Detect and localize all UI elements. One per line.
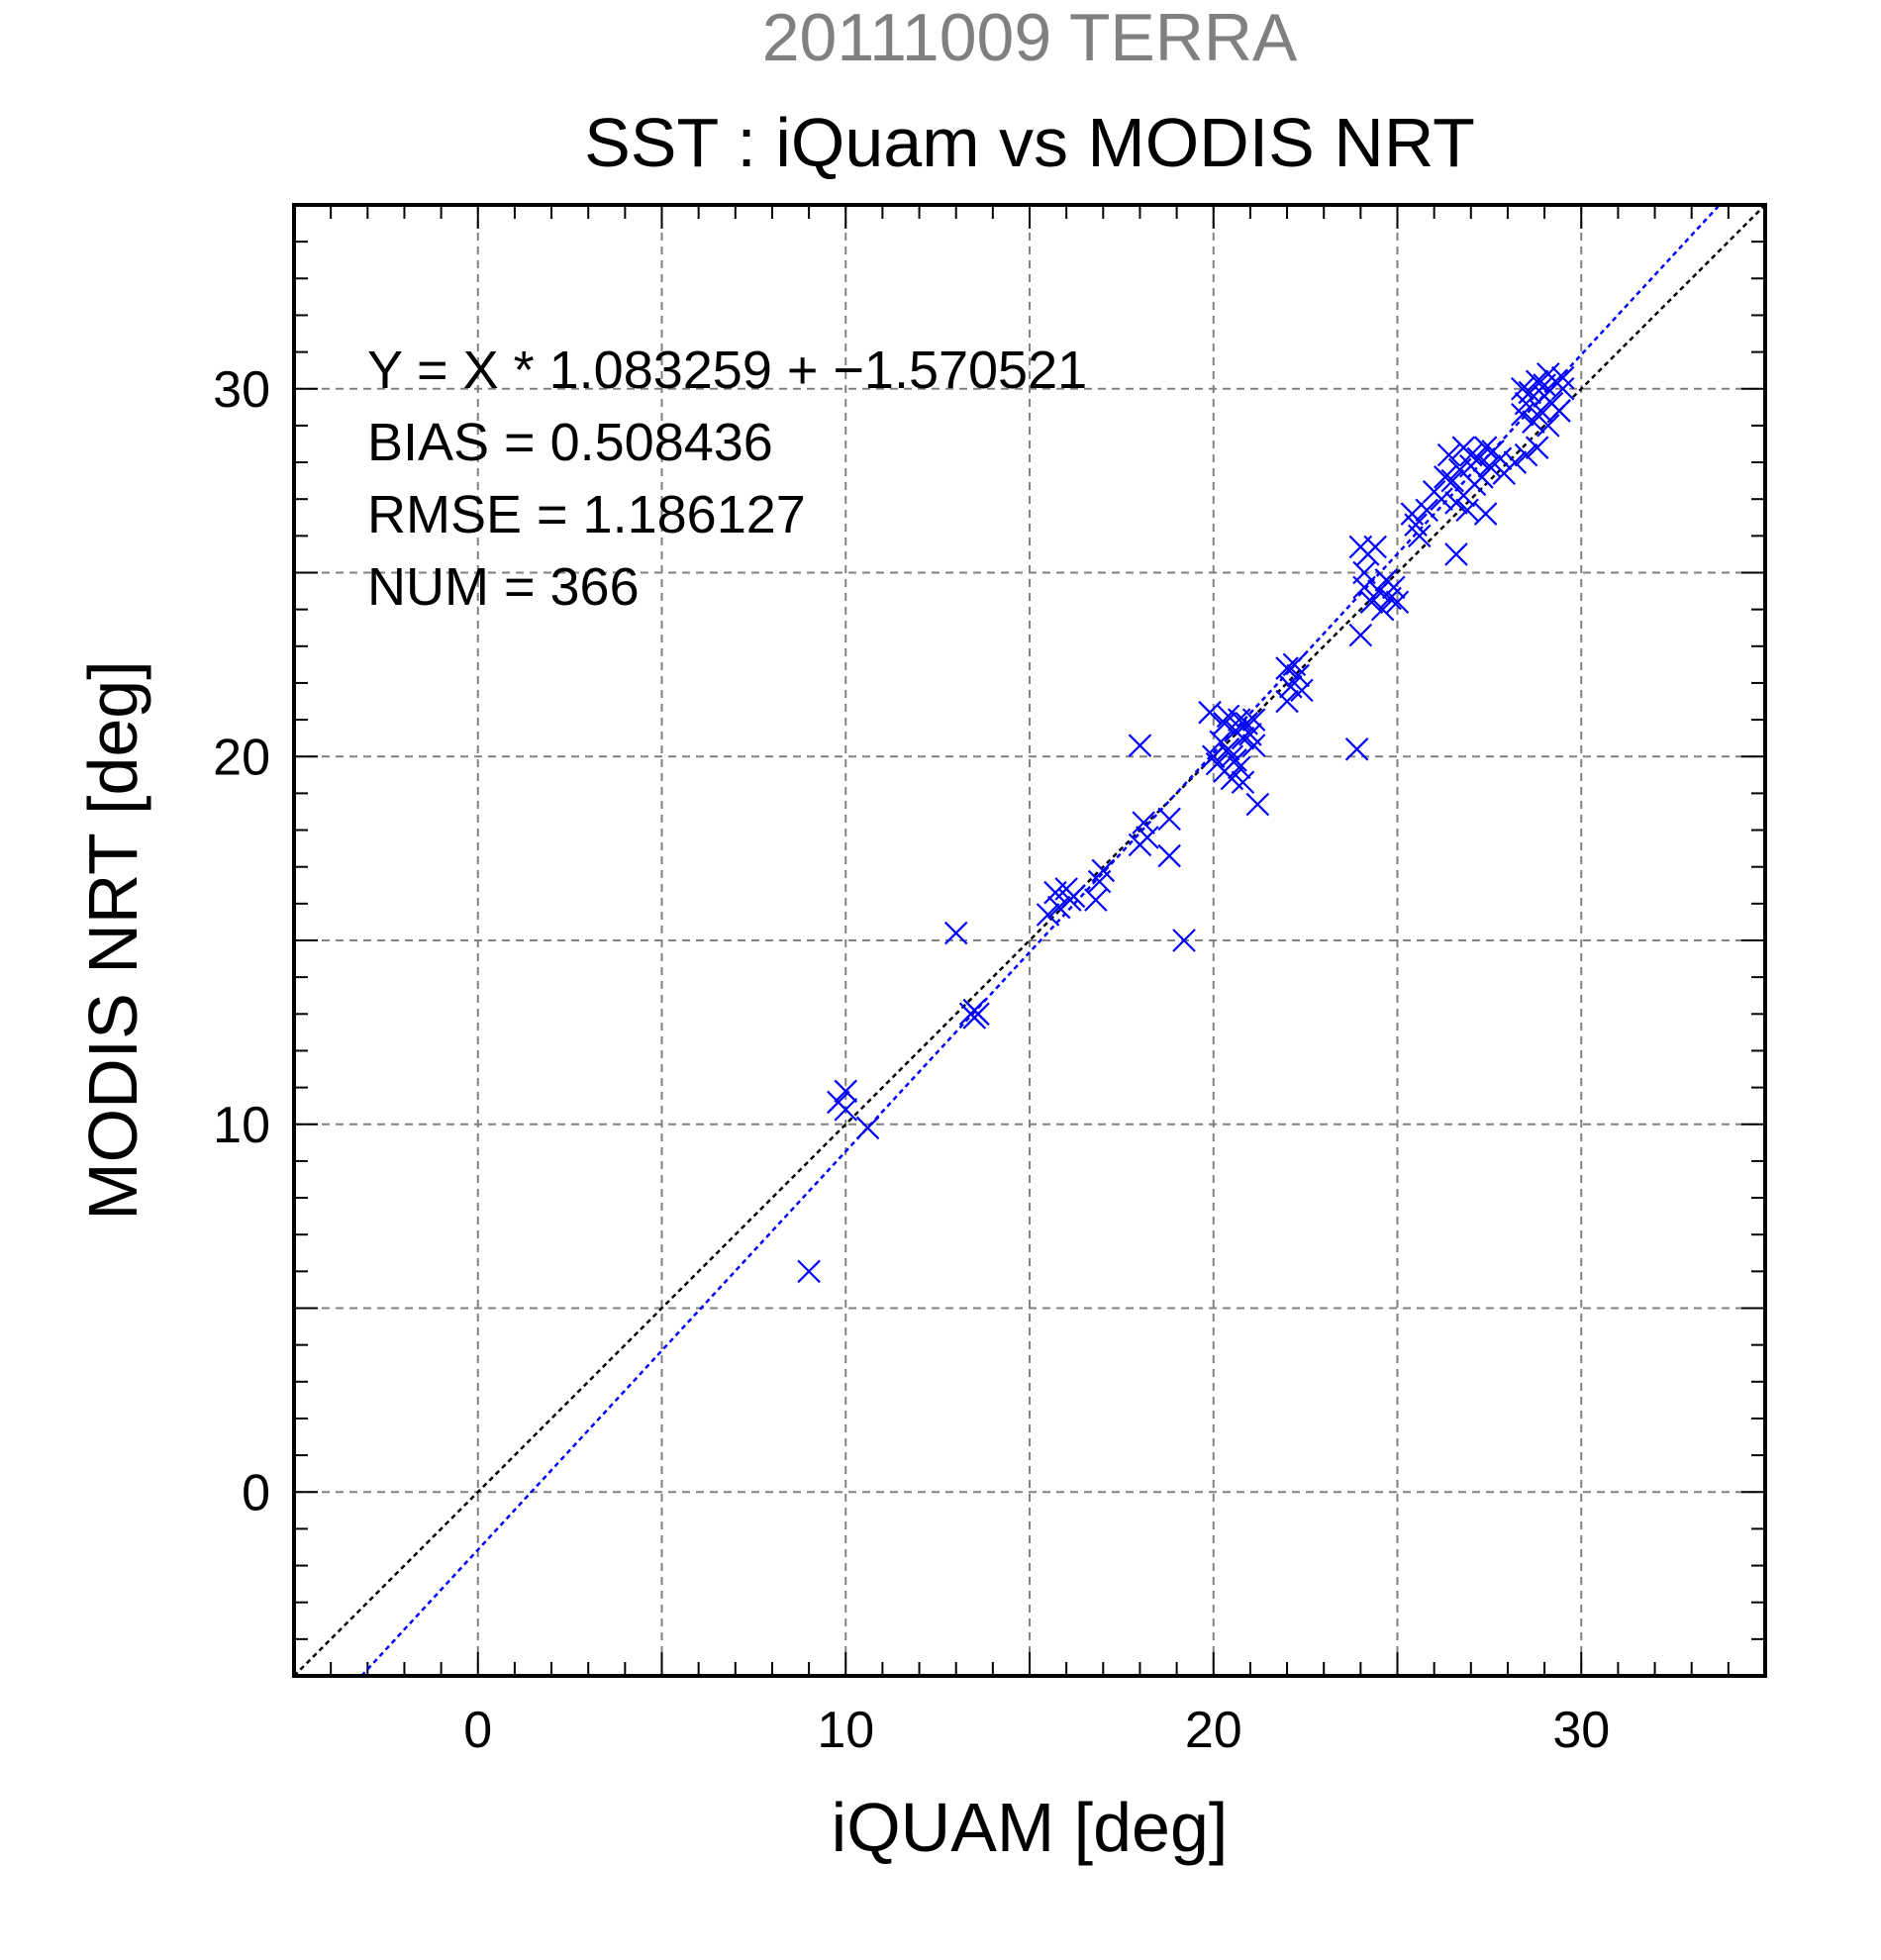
data-point <box>1352 575 1376 600</box>
data-point <box>1157 843 1181 868</box>
stats-num: NUM = 366 <box>367 557 640 617</box>
data-point <box>1157 807 1181 832</box>
data-point <box>1536 414 1560 438</box>
data-point <box>1275 689 1299 714</box>
stats-bias: BIAS = 0.508436 <box>367 413 773 472</box>
data-point <box>1213 712 1237 735</box>
data-point <box>1503 450 1528 474</box>
data-point <box>1275 656 1299 680</box>
data-point <box>1241 708 1266 732</box>
data-point <box>1547 399 1571 423</box>
data-point <box>943 921 968 945</box>
data-point <box>1522 410 1545 434</box>
data-point <box>1363 535 1387 559</box>
data-point <box>1511 376 1534 401</box>
data-point <box>797 1259 821 1284</box>
data-point <box>1370 597 1395 622</box>
data-point <box>1132 811 1155 834</box>
data-point <box>1091 858 1116 883</box>
data-point <box>1231 770 1255 795</box>
data-point <box>1382 575 1406 600</box>
data-point <box>1434 465 1457 489</box>
data-point <box>1436 442 1461 467</box>
data-point <box>1245 792 1270 817</box>
x-axis-label: iQUAM [deg] <box>832 1789 1229 1866</box>
x-tick-label: 20 <box>1185 1702 1242 1759</box>
data-point <box>1344 737 1369 761</box>
data-point <box>1128 734 1152 757</box>
grid-lines <box>294 205 1765 1676</box>
x-tick-label: 30 <box>1552 1702 1610 1759</box>
data-point <box>1061 884 1086 909</box>
data-point <box>1470 465 1494 489</box>
data-point <box>1415 498 1438 523</box>
data-point <box>1224 748 1247 772</box>
x-tick-label: 0 <box>463 1702 492 1759</box>
data-point <box>1231 726 1255 750</box>
data-point <box>966 1002 990 1027</box>
tick-labels: 0 10 20 30 0 10 20 30 <box>213 361 1610 1759</box>
y-tick-label: 0 <box>242 1464 270 1521</box>
stats-rmse: RMSE = 1.186127 <box>367 485 806 544</box>
data-point <box>1359 590 1384 614</box>
data-point <box>1525 436 1549 459</box>
data-point <box>1216 737 1240 761</box>
data-point <box>1473 502 1498 526</box>
chart-subtitle: 20111009 TERRA <box>762 0 1298 75</box>
data-point <box>1408 524 1432 548</box>
data-point <box>1348 623 1373 647</box>
data-point <box>1227 755 1251 780</box>
stats-equation: Y = X * 1.083259 + −1.570521 <box>367 341 1087 400</box>
data-point <box>1136 826 1159 849</box>
data-point <box>1525 369 1549 394</box>
data-point <box>1440 468 1464 493</box>
y-tick-label: 30 <box>213 361 270 419</box>
data-point <box>1550 376 1575 401</box>
data-point <box>1198 700 1222 725</box>
data-point <box>1473 436 1498 459</box>
data-point <box>1488 446 1513 471</box>
data-point <box>1518 380 1542 405</box>
data-point <box>1367 579 1391 603</box>
data-point <box>1459 442 1483 467</box>
data-point <box>1290 678 1314 703</box>
data-point <box>1529 399 1553 423</box>
chart-title: SST : iQuam vs MODIS NRT <box>584 104 1475 181</box>
plot-frame <box>292 203 1767 1678</box>
x-tick-label: 10 <box>817 1702 874 1759</box>
data-point <box>1466 446 1491 471</box>
data-point <box>1201 744 1226 769</box>
data-point <box>1455 498 1479 523</box>
data-point <box>1241 734 1266 757</box>
data-point <box>1430 487 1453 511</box>
data-point <box>1046 895 1071 920</box>
data-point <box>1514 442 1538 467</box>
data-point <box>1385 590 1410 614</box>
data-point <box>834 1079 858 1104</box>
data-point <box>1477 453 1502 478</box>
data-point <box>855 1116 880 1140</box>
data-point <box>1036 903 1060 927</box>
y-tick-label: 10 <box>213 1097 270 1154</box>
data-point <box>1444 542 1468 566</box>
data-point <box>1172 929 1196 952</box>
y-tick-label: 20 <box>213 729 270 786</box>
data-points <box>797 362 1575 1284</box>
data-point <box>1550 365 1575 390</box>
data-point <box>1084 888 1108 912</box>
y-axis-label: MODIS NRT [deg] <box>74 660 151 1220</box>
data-point <box>834 1098 858 1122</box>
data-point <box>1286 663 1310 688</box>
